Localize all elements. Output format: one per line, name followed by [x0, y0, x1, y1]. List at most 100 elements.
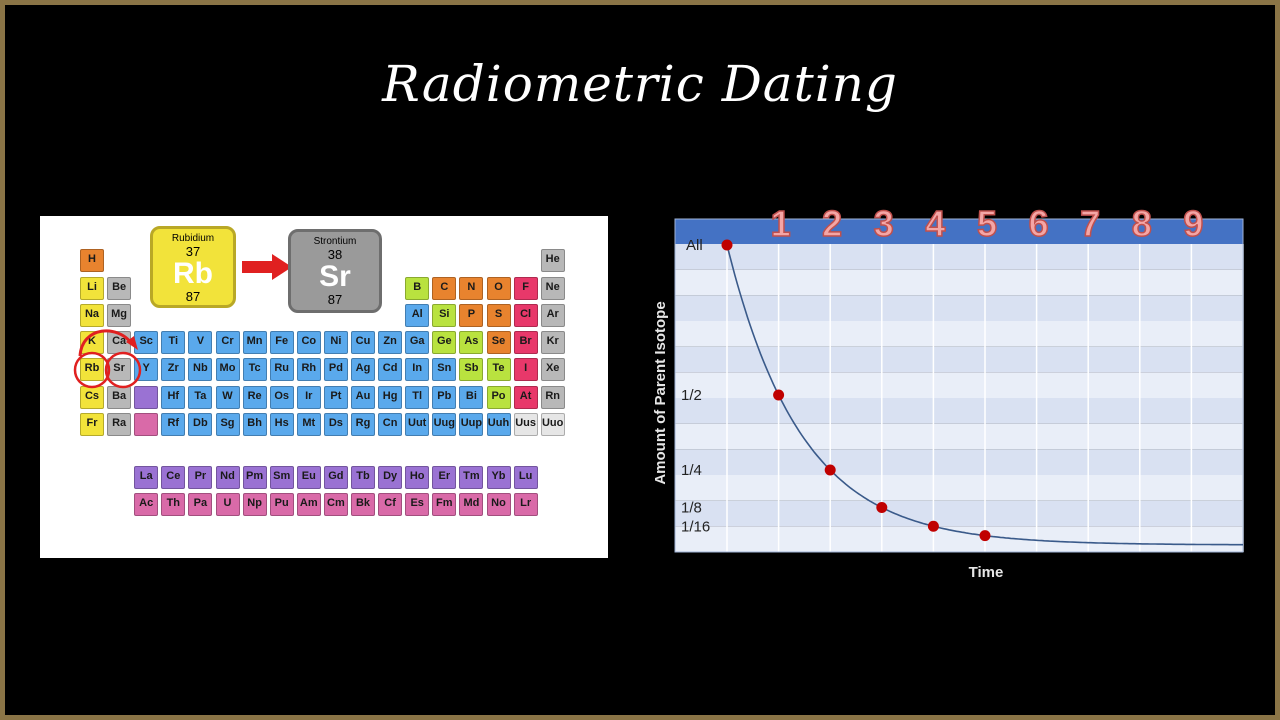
element-uup: Uup	[459, 413, 484, 436]
element-th: Th	[161, 493, 186, 516]
strontium-card: Strontium 38 Sr 87	[288, 229, 382, 313]
element-rh: Rh	[296, 358, 321, 381]
element-se: Se	[486, 331, 511, 354]
rubidium-number: 37	[185, 244, 201, 259]
strontium-symbol: Sr	[319, 260, 351, 293]
half-life-number-label: 8	[1132, 203, 1152, 244]
element-placeholder	[134, 413, 159, 436]
element-at: At	[513, 386, 538, 409]
element-ar: Ar	[540, 304, 565, 327]
rubidium-card: Rubidium 37 Rb 87	[150, 226, 236, 308]
element-gd: Gd	[323, 466, 348, 489]
element-s: S	[486, 304, 511, 327]
y-tick-label: 1/16	[681, 518, 710, 535]
element-pb: Pb	[432, 386, 457, 409]
element-si: Si	[432, 304, 457, 327]
y-tick-label: All	[686, 237, 703, 254]
element-lu: Lu	[513, 466, 538, 489]
element-cf: Cf	[378, 493, 403, 516]
element-o: O	[486, 277, 511, 300]
element-uuo: Uuo	[540, 413, 565, 436]
element-md: Md	[459, 493, 484, 516]
element-lr: Lr	[513, 493, 538, 516]
element-hg: Hg	[378, 386, 403, 409]
element-es: Es	[405, 493, 430, 516]
element-uuh: Uuh	[486, 413, 511, 436]
element-rf: Rf	[161, 413, 186, 436]
sr-circle-icon	[104, 351, 142, 389]
element-uug: Uug	[432, 413, 457, 436]
element-nb: Nb	[188, 358, 213, 381]
element-cs: Cs	[80, 386, 104, 409]
data-point	[876, 502, 888, 513]
grid-band	[675, 526, 1243, 552]
grid-band	[675, 475, 1243, 501]
element-au: Au	[351, 386, 375, 409]
element-ir: Ir	[296, 386, 321, 409]
strontium-mass: 87	[327, 292, 343, 307]
element-np: Np	[242, 493, 267, 516]
data-point	[927, 520, 939, 532]
element-sm: Sm	[269, 466, 294, 489]
element-bk: Bk	[351, 493, 375, 516]
element-nd: Nd	[215, 466, 240, 489]
element-uut: Uut	[405, 413, 430, 436]
element-kr: Kr	[540, 331, 565, 354]
element-ds: Ds	[323, 413, 348, 436]
element-re: Re	[242, 386, 267, 409]
element-cu: Cu	[351, 331, 375, 354]
decay-chart: 1 2 3 4 5 6 7 8 9 All 1/2 1/4 1/8 1/16 Time Amount of P…	[634, 195, 1244, 580]
element-sc: Sc	[134, 331, 159, 354]
element-ta: Ta	[188, 386, 213, 409]
half-life-number-label: 4	[925, 203, 945, 244]
element-ce: Ce	[161, 466, 186, 489]
arrow-right-icon	[242, 254, 292, 280]
element-in: In	[405, 358, 430, 381]
grid-band	[675, 244, 1243, 270]
element-ag: Ag	[351, 358, 375, 381]
element-sr: Sr	[107, 358, 132, 381]
element-bh: Bh	[242, 413, 267, 436]
strontium-number: 38	[327, 247, 343, 262]
x-axis-label: Time	[969, 564, 1004, 580]
element-c: C	[432, 277, 457, 300]
element-tm: Tm	[459, 466, 484, 489]
element-cl: Cl	[513, 304, 538, 327]
element-fr: Fr	[80, 413, 104, 436]
data-point	[979, 530, 991, 542]
element-pd: Pd	[323, 358, 348, 381]
element-as: As	[459, 331, 484, 354]
element-zr: Zr	[161, 358, 186, 381]
element-br: Br	[513, 331, 538, 354]
element-v: V	[188, 331, 213, 354]
element-tb: Tb	[351, 466, 375, 489]
element-ac: Ac	[134, 493, 159, 516]
element-mg: Mg	[107, 304, 132, 327]
element-f: F	[513, 277, 538, 300]
element-pa: Pa	[188, 493, 213, 516]
grid-band	[675, 449, 1243, 475]
half-life-number-label: 1	[771, 203, 791, 244]
half-life-number-label: 2	[822, 203, 842, 244]
half-life-number-label: 5	[977, 203, 997, 244]
half-life-number-label: 3	[874, 203, 894, 244]
element-po: Po	[486, 386, 511, 409]
element-hs: Hs	[269, 413, 294, 436]
element-be: Be	[107, 277, 132, 300]
element-li: Li	[80, 277, 104, 300]
element-am: Am	[296, 493, 321, 516]
element-fe: Fe	[269, 331, 294, 354]
data-point	[824, 464, 836, 476]
element-cd: Cd	[378, 358, 403, 381]
element-ho: Ho	[405, 466, 430, 489]
element-ni: Ni	[323, 331, 348, 354]
element-rb: Rb	[80, 358, 104, 381]
element-w: W	[215, 386, 240, 409]
rb-circle-icon	[73, 351, 111, 389]
element-pr: Pr	[188, 466, 213, 489]
y-tick-label: 1/8	[681, 500, 702, 517]
element-sb: Sb	[459, 358, 484, 381]
strontium-name: Strontium	[313, 236, 357, 247]
element-p: P	[459, 304, 484, 327]
element-ne: Ne	[540, 277, 565, 300]
